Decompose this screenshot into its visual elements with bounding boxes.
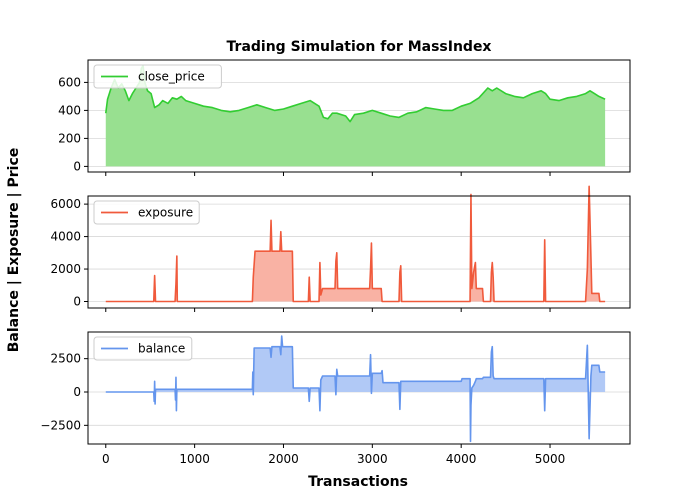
panels: 0 200 400 600 close_price 0 2000 4000 6000 exposu… [40,59,631,466]
x-tick-labels: 0 1000 2000 3000 4000 5000 [102,452,565,466]
y-tick-label: 0 [73,295,81,309]
axes-frame [87,331,631,445]
legend-label: exposure [138,206,193,220]
legend-label: balance [138,342,185,356]
balance-line [105,335,606,443]
x-tick-label: 0 [102,452,110,466]
chart-title: Trading Simulation for MassIndex [227,39,492,55]
y-tick-label: 200 [58,131,81,145]
panel-balance: −2500 0 2500 balance [40,331,631,448]
y-tick-label: 0 [73,159,81,173]
legend-box [93,64,222,89]
x-axis-label: Transactions [308,474,408,490]
y-tick-label: 0 [73,385,81,399]
axes-frame [87,59,631,173]
exposure-line [105,185,606,303]
panel-close_price: 0 200 400 600 close_price [58,59,631,176]
legend-box [93,336,193,361]
y-tick-label: 6000 [50,197,81,211]
x-tick-label: 1000 [179,452,210,466]
x-tick-label: 2000 [268,452,299,466]
y-tick-label: 400 [58,103,81,117]
close_price-area [105,65,606,167]
y-tick-label: −2500 [40,418,81,432]
legend-label: close_price [138,70,205,84]
x-tick-label: 3000 [357,452,388,466]
y-tick-label: 600 [58,75,81,89]
y-tick-label: 4000 [50,230,81,244]
panel-exposure: 0 2000 4000 6000 exposure [50,185,631,312]
x-tick-label: 5000 [535,452,566,466]
x-tick-label: 4000 [446,452,477,466]
legend-box [93,200,200,225]
y-axis-label: Balance | Exposure | Price [6,148,22,353]
y-tick-label: 2000 [50,262,81,276]
y-tick-label: 2500 [50,352,81,366]
balance-area [105,336,606,442]
axes-frame [87,195,631,309]
